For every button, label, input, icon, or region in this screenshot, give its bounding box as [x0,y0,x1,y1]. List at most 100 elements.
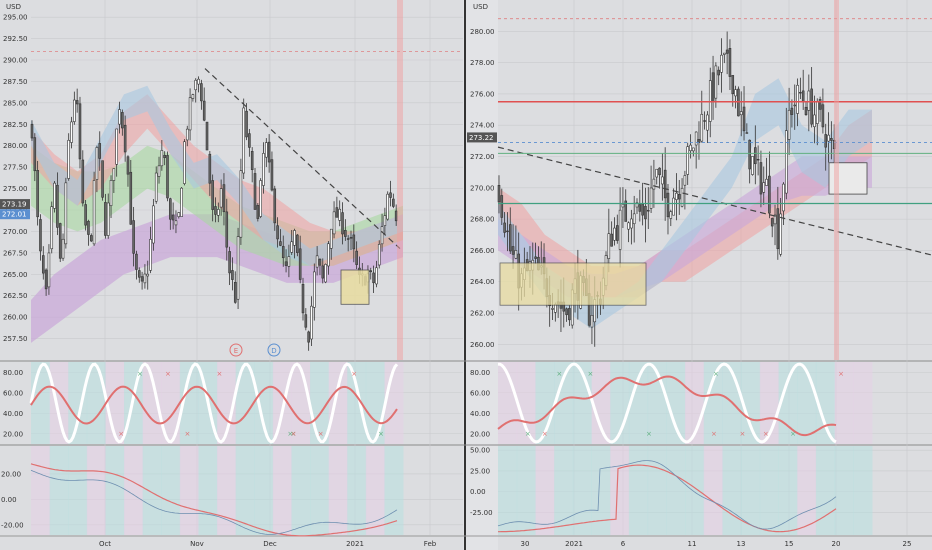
left-candle-124 [380,226,384,245]
currency-label-left: USD [6,3,21,11]
left-candle-17 [78,103,82,160]
left-candle-85 [270,159,274,191]
osc-cross-8: × [713,370,719,378]
right-current-column [834,0,839,360]
left-candle-26 [104,202,107,236]
left-osc2-shade-14 [291,446,311,535]
right-candle-55 [652,178,656,190]
right-candle-52 [644,205,647,220]
left-candle-111 [344,230,347,237]
right-candle-114 [818,99,822,110]
left-candle-37 [135,253,138,270]
left-candle-33 [123,124,127,153]
right-candle-53 [646,209,650,212]
left-candle-11 [61,238,65,259]
osc-cross-1: × [290,430,296,438]
left-osc2-shade-5 [124,446,144,535]
left-osc2-shade-9 [198,446,218,535]
left-candle-24 [98,143,102,159]
left-candle-4 [41,255,45,274]
right-candle-5 [511,246,515,255]
left-price-y-tick-1: 260.00 [3,314,28,322]
left-current-column [397,0,403,360]
right-osc1-shade-13 [741,362,761,444]
left-osc2-shade-19 [384,446,404,535]
left-candle-93 [293,230,296,246]
right-candle-80 [723,52,726,55]
left-candle-47 [163,154,166,159]
right-candle-66 [683,175,687,186]
left-osc2-shade-8 [179,446,199,535]
right-candle-78 [717,69,720,76]
left-candle-72 [233,281,237,303]
right-osc1-line [497,375,837,437]
right-candle-85 [737,88,740,117]
left-osc2-shade-16 [328,446,348,535]
left-ribbon-blue [31,85,403,266]
left-osc1-y-tick-3: 80.00 [3,369,23,377]
osc-cross-21: × [216,370,222,378]
right-candle-68 [689,144,692,152]
right-candle-3 [506,230,509,233]
right-candle-109 [804,106,808,116]
right-candle-100 [779,213,782,255]
left-candle-48 [166,155,169,199]
price-box-right-1 [467,132,497,143]
left-candle-61 [202,100,206,121]
right-osc2-blue [497,460,837,530]
left-candle-90 [284,261,288,266]
left-candle-35 [129,171,133,225]
left-candle-14 [70,121,73,143]
right-candle-113 [815,101,819,124]
right-candle-56 [655,168,659,178]
right-osc2-shade-13 [741,446,761,535]
left-candle-55 [185,128,189,141]
right-osc2-shade-9 [666,446,686,535]
right-candle-70 [694,131,698,146]
right-osc2-red [498,464,837,533]
left-osc2-red [30,463,398,537]
right-osc1-shade-18 [834,362,854,444]
left-ribbon-purple [31,214,403,343]
right-axis-strip [463,0,498,550]
left-candle-87 [276,225,279,240]
right-candle-88 [745,132,749,134]
left-candle-40 [143,273,147,284]
left-candle-84 [267,141,271,163]
osc-cross-3: × [165,370,171,378]
price-label-left-2: 272.01 [2,211,27,219]
left-osc2-shade-0 [31,446,51,535]
left-candle-28 [109,180,113,206]
left-price-y-tick-14: 292.50 [3,35,28,43]
left-candle-71 [231,270,234,280]
left-candle-108 [335,207,339,218]
left-candle-39 [140,276,144,282]
left-candle-13 [67,139,70,179]
left-osc1-y-tick-2: 60.00 [3,389,23,397]
left-osc2-shade-2 [68,446,88,535]
left-candle-27 [106,202,110,236]
left-price-y-tick-11: 285.00 [3,99,28,107]
left-candle-69 [225,211,229,248]
left-candle-109 [338,208,341,221]
left-price-y-tick-5: 270.00 [3,228,28,236]
left-osc2-y-tick-1: 0.00 [1,496,17,504]
left-candle-7 [50,206,54,250]
right-trendline [497,146,932,256]
left-candle-75 [242,107,246,174]
left-candle-68 [222,184,226,213]
left-candle-3 [39,219,42,252]
right-candle-44 [621,203,625,208]
left-price-y-tick-15: 295.00 [3,14,28,22]
right-candle-75 [708,80,712,122]
right-x-tick-6: 25 [903,540,912,548]
right-candle-67 [686,146,689,175]
left-candle-51 [174,220,178,226]
left-candle-128 [392,198,395,207]
right-ribbon-purple [498,156,872,298]
osc-cross-4: × [763,430,769,438]
left-osc2-shade-17 [347,446,367,535]
left-candle-58 [194,79,198,91]
left-candle-67 [219,188,223,208]
